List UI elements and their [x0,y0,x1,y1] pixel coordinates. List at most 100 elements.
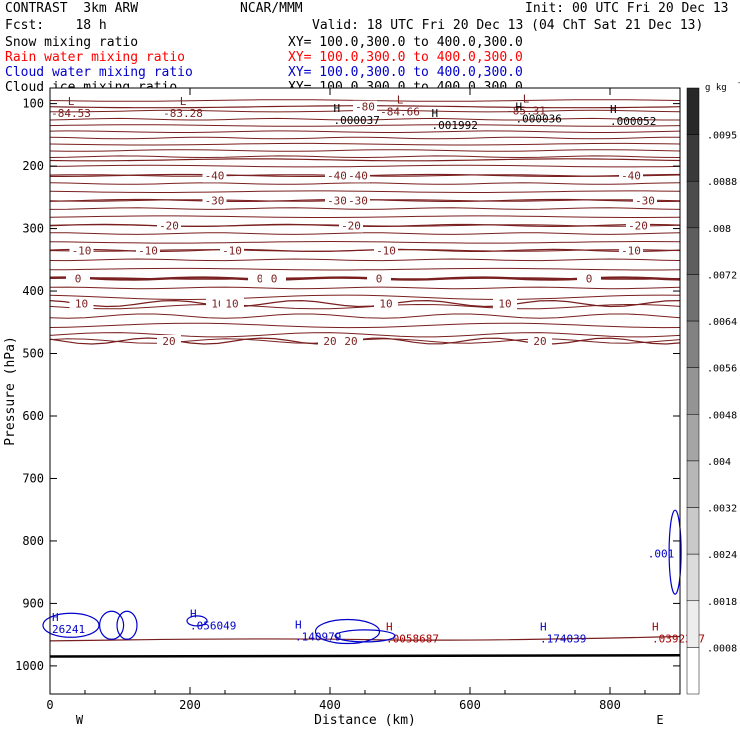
temperature-contour [49,299,681,308]
contour-label-bg [346,169,370,183]
contour-label: 20 [533,335,546,348]
high-marker: H [652,621,659,634]
temperature-contour [49,223,681,228]
high-marker: H [386,621,393,634]
colorbar-tick-label: .0064 [707,317,737,328]
cloud-water-contour [186,615,208,627]
contour-label-bg [353,100,377,114]
colorbar-tick-label: .0088 [707,177,737,188]
contour-label-bg [325,169,349,183]
y-tick-label: 600 [22,409,44,423]
contour-label-bg [318,335,342,349]
cloud-water-contour [334,629,396,643]
high-marker: H [190,607,197,620]
contour-label: 0 [257,273,264,286]
isotherm-line [49,313,681,319]
x-tick-label: 400 [319,698,341,712]
cloud-water-label: .001 [648,547,675,560]
contour-label: -30 [205,194,225,207]
contour-label-bg [577,272,601,286]
high-marker: H [295,619,302,632]
isotherm-line [50,232,681,235]
isotherm-line [49,267,681,271]
isotherm-line [49,322,681,329]
contour-label-bg [619,169,643,183]
colorbar-tick-label: .0095 [707,131,737,142]
isotherm-line [49,303,681,310]
x-tick-label: 800 [599,698,621,712]
contour-label-bg [528,335,552,349]
high-value: .0058687 [386,633,439,646]
near-surface-contour [49,635,681,642]
contour-label: 20 [323,335,336,348]
y-tick-label: 800 [22,534,44,548]
isotherm-line [49,149,681,152]
colorbar-tick-label: .0018 [707,597,737,608]
contour-label: -10 [621,244,641,257]
isotherm-line [49,286,681,290]
contour-label: -20 [341,219,361,232]
cloud-water-contour [668,509,682,595]
isotherm-line [49,99,681,102]
x-end-label-east: E [656,713,663,727]
x-end-label-west: W [76,713,84,727]
contour-label-bg [202,169,227,183]
colorbar-segment [686,320,700,368]
contour-label: -40 [205,169,225,182]
colorbar-tick-label: .008 [707,224,731,235]
colorbar-segment [686,414,700,462]
forecast-hour: Fcst: 18 h [5,18,107,33]
low-marker: L [397,94,404,107]
contour-label: 20 [162,335,175,348]
contour-label: 0 [271,273,278,286]
contour-label-bg [157,219,181,233]
y-axis-label: Pressure (hPa) [3,336,18,446]
isotherm-line [49,258,681,262]
surface-line [49,654,681,658]
contour-label: -10 [222,244,242,257]
high-value: .000036 [516,113,562,126]
field-3-xy: XY= 100.0,300.0 to 400.0,300.0 [288,65,523,80]
high-value: .174039 [540,633,586,646]
colorbar-tick-label: .0048 [707,410,737,421]
x-tick-label: 600 [459,698,481,712]
contour-label: -40 [621,169,641,182]
init-time: Init: 00 UTC Fri 20 Dec 13 [525,1,729,16]
model-title: CONTRAST 3km ARW [5,1,139,16]
contour-label-bg [220,297,244,311]
contour-label: 20 [344,335,357,348]
contour-label: -10 [138,244,158,257]
contour-label: 0 [586,273,593,286]
contour-label-bg [633,194,657,208]
contour-label: -30 [327,194,347,207]
field-1-name: Snow mixing ratio [5,35,139,50]
colorbar-segment [686,553,700,602]
colorbar-segment [686,367,700,415]
contour-label: 10 [498,298,511,311]
contour-label: 0 [376,273,383,286]
low-marker: L [523,92,530,105]
y-tick-label: 700 [22,471,44,485]
isotherm-line [49,332,681,338]
field-2-xy: XY= 100.0,300.0 to 400.0,300.0 [288,50,523,65]
high-marker: H [432,107,439,120]
contour-label-bg [339,219,363,233]
cloud-water-contour [314,618,381,645]
cloud-water-contour [116,610,138,640]
colorbar-tick-label: .004 [707,457,731,468]
low-marker: L [180,95,187,108]
colorbar-unit: g kg [705,83,727,93]
high-marker: H [52,611,59,624]
colorbar-segment [686,507,700,555]
isotherm-line [49,294,681,301]
contour-label-bg [157,335,181,349]
isotherm-line [49,338,681,344]
field-2-name: Rain water mixing ratio [5,50,186,65]
contour-label: -80 [355,101,375,114]
high-marker: H [516,101,523,114]
cloud-water-contour [98,610,125,640]
contour-label: -30 [635,194,655,207]
y-tick-label: 400 [22,284,44,298]
high-value: .056049 [190,619,236,632]
